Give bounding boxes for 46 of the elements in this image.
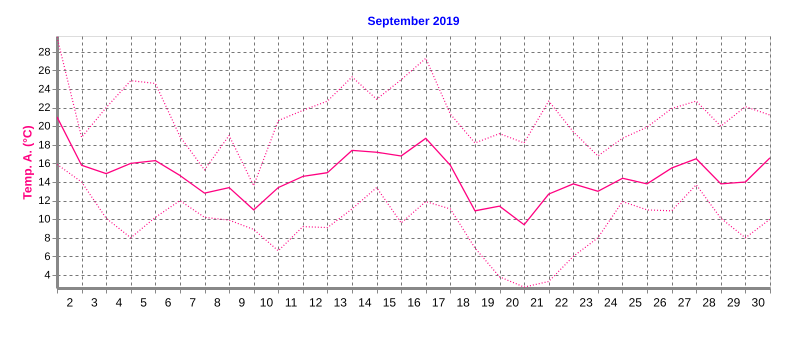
y-tick-label: 8 bbox=[44, 232, 50, 244]
x-tick-label: 13 bbox=[334, 296, 348, 310]
x-tick-label: 27 bbox=[678, 296, 692, 310]
y-tick-label: 22 bbox=[38, 102, 50, 114]
x-tick-label: 6 bbox=[164, 296, 172, 310]
x-tick-label: 4 bbox=[116, 296, 123, 310]
x-tick-label: 8 bbox=[214, 296, 221, 310]
y-tick-label: 16 bbox=[38, 158, 50, 170]
x-tick-label: 29 bbox=[726, 296, 741, 310]
x-tick-label: 22 bbox=[554, 296, 569, 310]
y-tick-label: 24 bbox=[38, 84, 50, 96]
x-tick-label: 7 bbox=[189, 296, 196, 310]
y-axis-title: Temp. A. (°C) bbox=[20, 125, 34, 200]
x-tick-label: 26 bbox=[653, 296, 667, 310]
y-tick-label: 6 bbox=[44, 250, 50, 263]
y-tick-label: 20 bbox=[38, 120, 50, 133]
x-tick-label: 16 bbox=[407, 296, 421, 310]
y-tick-label: 14 bbox=[38, 176, 50, 188]
y-tick-label: 10 bbox=[38, 214, 50, 226]
x-tick-label: 24 bbox=[604, 296, 618, 310]
y-tick-label: 26 bbox=[38, 64, 50, 77]
x-tick-label: 11 bbox=[284, 296, 298, 310]
x-tick-label: 25 bbox=[628, 296, 642, 310]
x-tick-label: 2 bbox=[66, 296, 74, 310]
y-tick-label: 12 bbox=[38, 195, 50, 208]
x-tick-label: 12 bbox=[308, 296, 323, 310]
x-tick-label: 15 bbox=[382, 296, 396, 310]
x-tick-label: 3 bbox=[91, 296, 98, 310]
line-series bbox=[57, 36, 770, 186]
x-tick-label: 28 bbox=[702, 296, 716, 310]
x-tick-label: 10 bbox=[260, 296, 274, 310]
y-tick-label: 4 bbox=[44, 269, 50, 282]
line-series bbox=[57, 116, 770, 226]
y-tick-label: 28 bbox=[38, 46, 50, 58]
x-tick-label: 23 bbox=[579, 296, 594, 310]
x-tick-label: 19 bbox=[481, 296, 495, 310]
chart-title: September 2019 bbox=[367, 14, 460, 28]
x-tick-label: 14 bbox=[358, 296, 372, 310]
y-tick-label: 18 bbox=[38, 139, 50, 152]
x-tick-label: 17 bbox=[432, 296, 446, 310]
x-tick-label: 5 bbox=[140, 296, 148, 310]
x-tick-label: 20 bbox=[506, 296, 520, 310]
x-tick-label: 30 bbox=[752, 296, 766, 310]
x-tick-label: 18 bbox=[456, 296, 470, 310]
x-tick-label: 21 bbox=[530, 296, 544, 310]
x-tick-label: 9 bbox=[238, 296, 246, 310]
